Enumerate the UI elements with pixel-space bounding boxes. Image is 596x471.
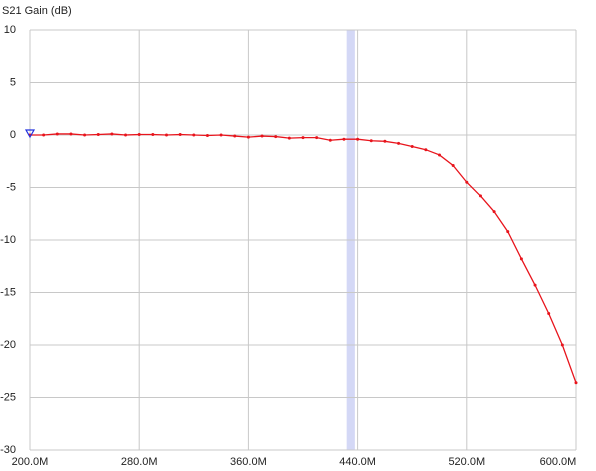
data-point: [55, 132, 59, 136]
data-point: [151, 132, 155, 136]
data-point: [110, 132, 114, 136]
data-point: [315, 136, 319, 140]
data-point: [328, 138, 332, 142]
x-tick-label: 360.0M: [230, 456, 267, 468]
data-point: [397, 141, 401, 145]
data-point: [533, 283, 537, 287]
data-point: [301, 136, 305, 140]
data-point: [465, 180, 469, 184]
data-point: [69, 132, 73, 136]
data-point: [192, 133, 196, 137]
data-point: [438, 153, 441, 157]
data-point: [424, 148, 428, 152]
data-point: [506, 230, 510, 234]
data-point: [478, 194, 482, 198]
data-point: [383, 139, 387, 143]
y-axis-title: S21 Gain (dB): [2, 5, 72, 17]
x-tick-label: 280.0M: [121, 456, 158, 468]
data-point: [124, 133, 128, 137]
data-point: [137, 132, 141, 136]
x-tick-label: 600.0M: [540, 456, 577, 468]
data-point: [356, 137, 360, 141]
data-point: [205, 134, 209, 138]
data-point: [287, 136, 291, 140]
x-tick-label: 440.0M: [339, 456, 376, 468]
data-point: [274, 135, 278, 139]
y-tick-label: 0: [10, 129, 16, 141]
data-point: [574, 381, 578, 385]
x-tick-label: 520.0M: [448, 456, 485, 468]
data-point: [451, 163, 455, 167]
y-tick-label: 10: [4, 24, 16, 36]
data-point: [83, 133, 87, 137]
data-point: [246, 135, 250, 139]
x-tick-label: 200.0M: [12, 456, 49, 468]
y-tick-label: -10: [0, 234, 16, 246]
data-point: [560, 343, 564, 347]
data-point: [96, 132, 100, 136]
y-tick-label: -20: [0, 339, 16, 351]
data-point: [178, 132, 182, 136]
data-point: [42, 133, 46, 137]
data-point: [547, 312, 551, 315]
data-point: [342, 137, 346, 141]
data-point: [519, 257, 523, 261]
data-point: [165, 133, 168, 137]
y-tick-label: -15: [0, 286, 16, 298]
y-tick-label: 5: [10, 76, 16, 88]
y-tick-label: -5: [6, 181, 16, 193]
data-point: [260, 134, 264, 138]
data-point: [410, 145, 414, 149]
data-point: [219, 133, 223, 137]
y-tick-label: -25: [0, 391, 16, 403]
data-point: [492, 210, 496, 214]
marker: [24, 129, 36, 139]
y-tick-label: -30: [0, 444, 16, 456]
data-point: [233, 134, 237, 138]
data-point: [369, 139, 373, 143]
